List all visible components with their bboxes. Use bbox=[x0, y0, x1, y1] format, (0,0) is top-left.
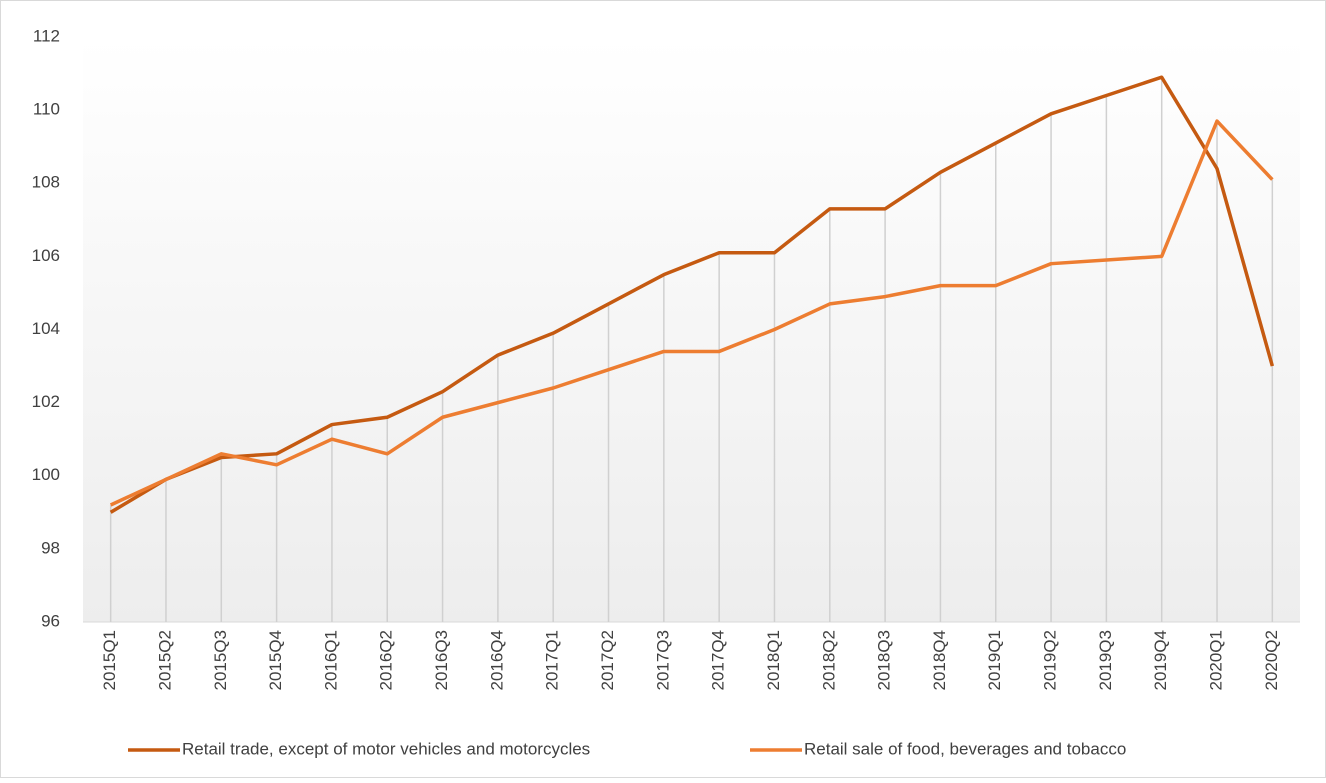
x-tick-label: 2019Q3 bbox=[1096, 630, 1115, 691]
x-tick-label: 2016Q3 bbox=[432, 630, 451, 691]
y-tick-label: 100 bbox=[32, 465, 60, 484]
y-tick-label: 106 bbox=[32, 246, 60, 265]
x-tick-label: 2017Q3 bbox=[653, 630, 672, 691]
x-tick-label: 2019Q1 bbox=[985, 630, 1004, 691]
x-tick-label: 2020Q1 bbox=[1207, 630, 1226, 691]
legend-label: Retail trade, except of motor vehicles a… bbox=[182, 739, 590, 758]
x-tick-label: 2016Q2 bbox=[377, 630, 396, 691]
x-tick-label: 2015Q2 bbox=[155, 630, 174, 691]
x-tick-label: 2016Q1 bbox=[321, 630, 340, 691]
x-tick-label: 2015Q3 bbox=[211, 630, 230, 691]
x-tick-label: 2016Q4 bbox=[487, 630, 506, 691]
y-tick-label: 98 bbox=[41, 538, 60, 557]
series-line bbox=[109, 119, 1274, 507]
y-tick-label: 102 bbox=[32, 392, 60, 411]
x-tick-label: 2017Q4 bbox=[709, 630, 728, 691]
plot-area bbox=[83, 37, 1300, 622]
y-tick-label: 110 bbox=[33, 100, 60, 119]
x-tick-label: 2018Q4 bbox=[930, 630, 949, 691]
x-tick-label: 2017Q2 bbox=[598, 630, 617, 691]
x-tick-label: 2018Q3 bbox=[875, 630, 894, 691]
y-tick-label: 112 bbox=[33, 26, 60, 45]
x-tick-label: 2015Q4 bbox=[266, 630, 285, 691]
series-line bbox=[109, 75, 1275, 514]
y-tick-label: 96 bbox=[41, 611, 60, 630]
y-tick-label: 108 bbox=[32, 173, 60, 192]
x-tick-label: 2019Q4 bbox=[1151, 630, 1170, 691]
x-tick-label: 2015Q1 bbox=[100, 630, 119, 691]
legend-label: Retail sale of food, beverages and tobac… bbox=[804, 739, 1126, 758]
x-tick-label: 2017Q1 bbox=[543, 630, 562, 691]
y-tick-label: 104 bbox=[32, 319, 60, 338]
x-tick-label: 2020Q2 bbox=[1262, 630, 1281, 691]
x-tick-label: 2018Q2 bbox=[819, 630, 838, 691]
x-tick-label: 2018Q1 bbox=[764, 630, 783, 691]
x-tick-label: 2019Q2 bbox=[1041, 630, 1060, 691]
